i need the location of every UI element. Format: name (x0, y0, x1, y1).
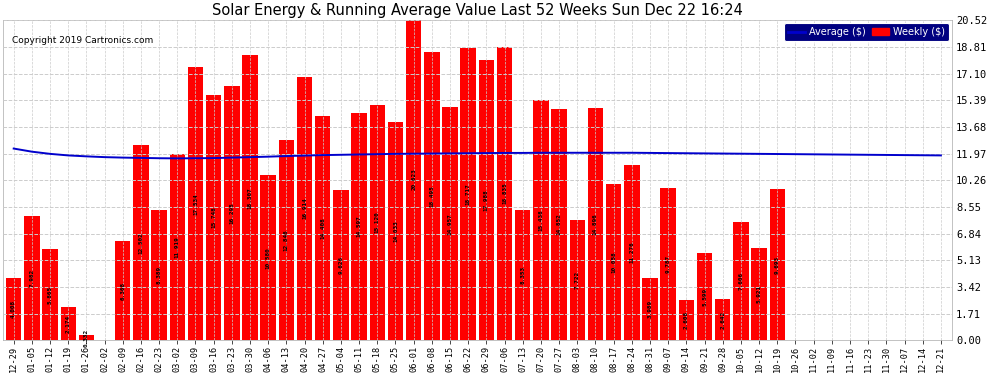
Bar (734, 222, 748, 340)
Text: 12.502: 12.502 (139, 232, 144, 254)
Text: 15.120: 15.120 (375, 211, 380, 233)
Text: 14.597: 14.597 (356, 216, 361, 237)
Bar (478, 60, 494, 340)
Bar (297, 76, 312, 340)
Bar (715, 299, 731, 340)
Text: 8.353: 8.353 (520, 266, 526, 284)
Bar (224, 86, 240, 340)
Bar (351, 113, 367, 340)
Text: 7.982: 7.982 (30, 269, 35, 287)
Text: 10.058: 10.058 (611, 251, 616, 273)
Bar (515, 210, 531, 340)
Bar (334, 190, 348, 340)
Text: 9.787: 9.787 (665, 255, 670, 273)
Bar (569, 220, 585, 340)
Text: 18.717: 18.717 (465, 183, 470, 205)
Text: 7.606: 7.606 (739, 272, 743, 290)
Text: 18.495: 18.495 (430, 185, 435, 207)
Text: 20.623: 20.623 (411, 169, 416, 190)
Text: 10.580: 10.580 (265, 247, 270, 269)
Bar (406, 19, 422, 340)
Text: Copyright 2019 Cartronics.com: Copyright 2019 Cartronics.com (12, 36, 153, 45)
Bar (169, 154, 185, 340)
Text: 9.626: 9.626 (339, 256, 344, 274)
Title: Solar Energy & Running Average Value Last 52 Weeks Sun Dec 22 16:24: Solar Energy & Running Average Value Las… (212, 3, 742, 18)
Bar (260, 176, 276, 340)
Bar (315, 116, 331, 340)
Bar (78, 335, 94, 340)
Text: 2.608: 2.608 (684, 311, 689, 329)
Text: 17.988: 17.988 (484, 189, 489, 211)
Text: 5.599: 5.599 (702, 288, 707, 306)
Text: 6.368: 6.368 (120, 282, 126, 300)
Bar (115, 241, 131, 340)
Text: 5.865: 5.865 (48, 286, 52, 304)
Text: 11.919: 11.919 (175, 237, 180, 258)
Bar (134, 146, 148, 340)
Bar (6, 278, 22, 340)
Text: 5.921: 5.921 (756, 285, 761, 303)
Bar (697, 253, 712, 340)
Text: 18.835: 18.835 (502, 183, 507, 204)
Bar (551, 109, 567, 340)
Bar (206, 95, 222, 340)
Bar (460, 48, 476, 340)
Bar (388, 122, 403, 340)
Bar (643, 278, 657, 340)
Bar (424, 52, 440, 340)
Text: 16.914: 16.914 (302, 198, 307, 219)
Text: 17.534: 17.534 (193, 193, 198, 214)
Bar (678, 300, 694, 340)
Bar (751, 248, 767, 340)
Text: 9.693: 9.693 (775, 256, 780, 274)
Text: 15.438: 15.438 (539, 209, 544, 231)
Text: 14.896: 14.896 (593, 213, 598, 235)
Bar (369, 105, 385, 340)
Bar (188, 67, 203, 340)
Text: 14.408: 14.408 (320, 217, 326, 239)
Bar (624, 165, 640, 340)
Text: 14.852: 14.852 (556, 214, 561, 236)
Legend: Average ($), Weekly ($): Average ($), Weekly ($) (784, 23, 948, 41)
Text: 18.307: 18.307 (248, 187, 252, 209)
Text: 14.957: 14.957 (447, 213, 452, 235)
Text: 8.389: 8.389 (156, 266, 161, 284)
Bar (534, 100, 548, 340)
Bar (443, 107, 457, 340)
Bar (660, 188, 676, 340)
Bar (151, 210, 167, 340)
Text: 0.332: 0.332 (84, 329, 89, 347)
Bar (278, 140, 294, 340)
Bar (588, 108, 603, 340)
Text: 4.008: 4.008 (11, 300, 16, 318)
Bar (43, 249, 57, 340)
Text: 12.846: 12.846 (284, 230, 289, 251)
Bar (24, 216, 40, 340)
Text: 3.989: 3.989 (647, 300, 652, 318)
Bar (243, 55, 257, 340)
Bar (769, 189, 785, 340)
Text: 14.033: 14.033 (393, 220, 398, 242)
Text: 7.722: 7.722 (575, 271, 580, 289)
Text: 15.748: 15.748 (211, 207, 216, 228)
Text: 11.276: 11.276 (630, 242, 635, 263)
Bar (60, 306, 76, 340)
Text: 2.174: 2.174 (65, 314, 70, 333)
Bar (606, 183, 622, 340)
Bar (497, 46, 512, 340)
Text: 16.295: 16.295 (230, 202, 235, 224)
Text: 2.642: 2.642 (721, 311, 726, 329)
